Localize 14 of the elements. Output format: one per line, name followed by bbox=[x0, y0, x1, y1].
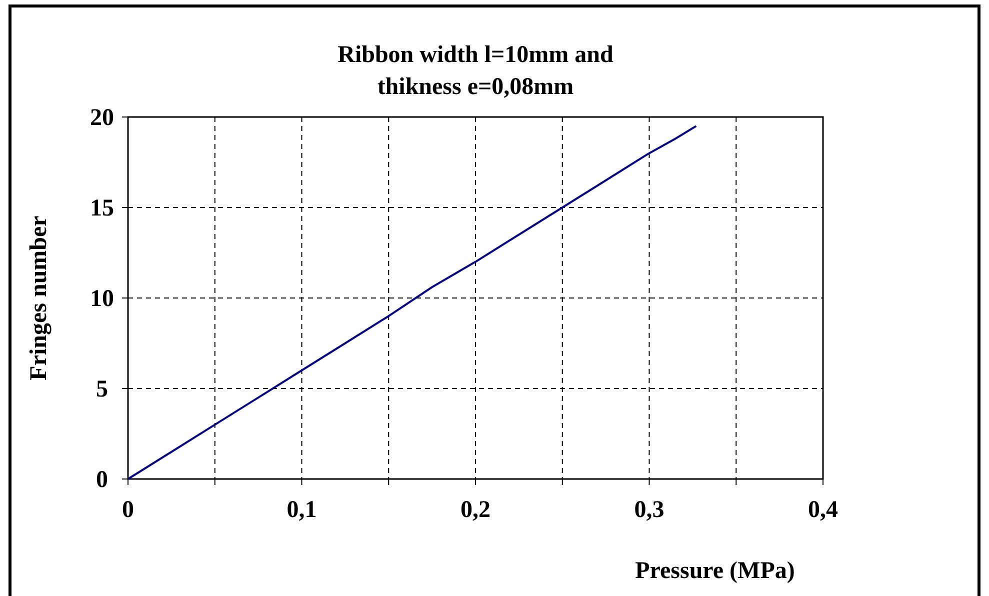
x-tick-label: 0,3 bbox=[634, 497, 664, 523]
x-axis-title: Pressure (MPa) bbox=[635, 558, 795, 584]
y-axis-title: Fringes number bbox=[26, 215, 52, 380]
x-tick-label: 0,2 bbox=[460, 497, 490, 523]
chart-title: Ribbon width l=10mm and thikness e=0,08mm bbox=[338, 42, 614, 100]
y-tick-label: 10 bbox=[90, 286, 114, 312]
line-series bbox=[127, 125, 698, 480]
y-tick-label: 5 bbox=[96, 376, 108, 402]
x-tick-label: 0 bbox=[122, 497, 134, 523]
y-tick-label: 20 bbox=[90, 105, 114, 131]
x-tick-label: 0,4 bbox=[808, 497, 838, 523]
y-tick-label: 0 bbox=[96, 467, 108, 493]
x-tick-label: 0,1 bbox=[286, 497, 317, 523]
y-tick-label: 15 bbox=[90, 196, 114, 222]
